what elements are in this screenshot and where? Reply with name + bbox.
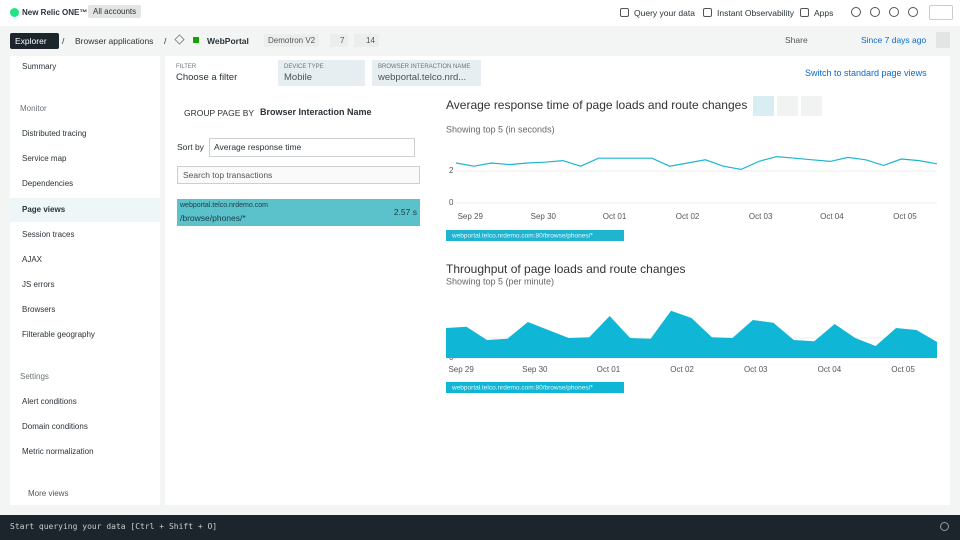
top-action[interactable]: Apps bbox=[814, 8, 834, 18]
filter-box[interactable] bbox=[372, 60, 481, 86]
x-tick-label: Oct 04 bbox=[818, 365, 842, 374]
filter-value: Choose a filter bbox=[176, 72, 238, 83]
related-count[interactable]: 14 bbox=[354, 34, 379, 47]
line bbox=[455, 155, 938, 171]
active-highlight bbox=[10, 198, 160, 222]
filter-value: webportal.telco.nrd... bbox=[378, 72, 467, 83]
x-tick-label: Sep 29 bbox=[458, 212, 484, 221]
icon-button[interactable] bbox=[908, 7, 918, 17]
sidebar-item[interactable]: Distributed tracing bbox=[22, 129, 87, 138]
sidebar-item[interactable]: Filterable geography bbox=[22, 330, 95, 339]
sidebar-header: Settings bbox=[20, 372, 49, 381]
sidebar-item[interactable]: Session traces bbox=[22, 230, 75, 239]
chart-subtitle: Showing top 5 (in seconds) bbox=[446, 124, 555, 134]
area bbox=[446, 310, 937, 358]
time-picker[interactable]: Since 7 days ago bbox=[861, 35, 927, 45]
logo: New Relic ONE™ bbox=[22, 8, 88, 17]
x-tick-label: Oct 01 bbox=[603, 212, 627, 221]
chart-title: Throughput of page loads and route chang… bbox=[446, 262, 686, 276]
filter-box[interactable] bbox=[278, 60, 365, 86]
group-value: Browser Interaction Name bbox=[260, 107, 372, 117]
separator: / bbox=[164, 36, 167, 46]
chart-subtitle: Showing top 5 (per minute) bbox=[446, 276, 554, 286]
sidebar-item[interactable]: Dependencies bbox=[22, 179, 74, 188]
nav-next[interactable] bbox=[936, 32, 950, 48]
legend-label: webportal.telco.nrdemo.com:80/browse/pho… bbox=[451, 385, 593, 392]
chart-type-button[interactable] bbox=[777, 96, 798, 116]
group-label: GROUP PAGE BY bbox=[184, 108, 255, 118]
footer-text[interactable]: Start querying your data [Ctrl + Shift +… bbox=[10, 522, 218, 531]
x-tick-label: Oct 05 bbox=[891, 365, 915, 374]
chart-type-button[interactable] bbox=[753, 96, 774, 116]
transaction-path: /browse/phones/* bbox=[180, 213, 246, 223]
separator: / bbox=[62, 36, 65, 46]
legend-swatch bbox=[446, 230, 624, 241]
sidebar-item[interactable]: Summary bbox=[22, 62, 57, 71]
action-icon bbox=[703, 8, 712, 17]
chart-title: Average response time of page loads and … bbox=[446, 98, 747, 112]
x-tick-label: Sep 29 bbox=[448, 365, 474, 374]
x-tick-label: Oct 03 bbox=[749, 212, 773, 221]
x-tick-label: Oct 04 bbox=[820, 212, 844, 221]
x-tick-label: Oct 02 bbox=[670, 365, 694, 374]
y-tick-label: 2 bbox=[449, 166, 454, 175]
explorer-button[interactable]: Explorer bbox=[10, 33, 59, 49]
footer-bar bbox=[0, 515, 960, 540]
filter-value: Mobile bbox=[284, 72, 312, 83]
x-tick-label: Oct 05 bbox=[893, 212, 917, 221]
status-dot bbox=[193, 37, 199, 43]
tags-count[interactable]: 7 bbox=[330, 34, 349, 47]
legend-label: webportal.telco.nrdemo.com:80/browse/pho… bbox=[451, 233, 593, 240]
filter-label: BROWSER INTERACTION NAME bbox=[378, 64, 471, 70]
sort-label: Sort by bbox=[177, 142, 204, 152]
action-icon bbox=[620, 8, 629, 17]
sidebar-item[interactable]: Alert conditions bbox=[22, 397, 77, 406]
sidebar-more[interactable]: More views bbox=[28, 489, 69, 498]
transaction-row[interactable] bbox=[177, 199, 420, 226]
account-switcher[interactable]: All accounts bbox=[88, 5, 142, 18]
top-action[interactable]: Query your data bbox=[634, 8, 695, 18]
sidebar-item[interactable]: Service map bbox=[22, 154, 67, 163]
main-panel bbox=[165, 56, 950, 505]
share-button[interactable]: Share bbox=[785, 35, 808, 45]
filter-label: FILTER bbox=[176, 64, 197, 70]
transaction-host: webportal.telco.nrdemo.com bbox=[180, 202, 268, 209]
sidebar-header: Monitor bbox=[20, 104, 47, 113]
sidebar-item[interactable]: Domain conditions bbox=[22, 422, 88, 431]
entity-name[interactable]: WebPortal bbox=[207, 36, 249, 46]
x-tick-label: Oct 03 bbox=[744, 365, 768, 374]
chart-type-button[interactable] bbox=[801, 96, 822, 116]
sort-select[interactable]: Average response time bbox=[209, 138, 415, 157]
icon-button[interactable] bbox=[870, 7, 880, 17]
legend-swatch bbox=[446, 382, 624, 393]
user-menu[interactable] bbox=[929, 5, 953, 20]
switch-link[interactable]: Switch to standard page views bbox=[805, 68, 927, 78]
sidebar-item[interactable]: JS errors bbox=[22, 280, 55, 289]
x-tick-label: Sep 30 bbox=[522, 365, 548, 374]
sidebar-item[interactable]: Browsers bbox=[22, 305, 56, 314]
sidebar-item[interactable]: Page views bbox=[22, 205, 66, 214]
top-action[interactable]: Instant Observability bbox=[717, 8, 795, 18]
x-tick-label: Oct 02 bbox=[676, 212, 700, 221]
info-icon[interactable] bbox=[940, 522, 949, 531]
x-tick-label: Sep 30 bbox=[531, 212, 557, 221]
sidebar-item[interactable]: Metric normalization bbox=[22, 447, 94, 456]
logo-icon bbox=[10, 8, 19, 17]
breadcrumb-section[interactable]: Browser applications bbox=[75, 36, 154, 46]
search-input[interactable]: Search top transactions bbox=[177, 166, 420, 184]
icon-button[interactable] bbox=[851, 7, 861, 17]
x-tick-label: Oct 01 bbox=[597, 365, 621, 374]
filter-label: DEVICE TYPE bbox=[284, 64, 324, 70]
icon-button[interactable] bbox=[889, 7, 899, 17]
account-pill[interactable]: Demotron V2 bbox=[264, 34, 320, 47]
action-icon bbox=[800, 8, 809, 17]
transaction-value: 2.57 s bbox=[393, 207, 417, 217]
y-tick-label: 0 bbox=[449, 198, 454, 207]
sidebar bbox=[10, 56, 160, 505]
sidebar-item[interactable]: AJAX bbox=[22, 255, 43, 264]
